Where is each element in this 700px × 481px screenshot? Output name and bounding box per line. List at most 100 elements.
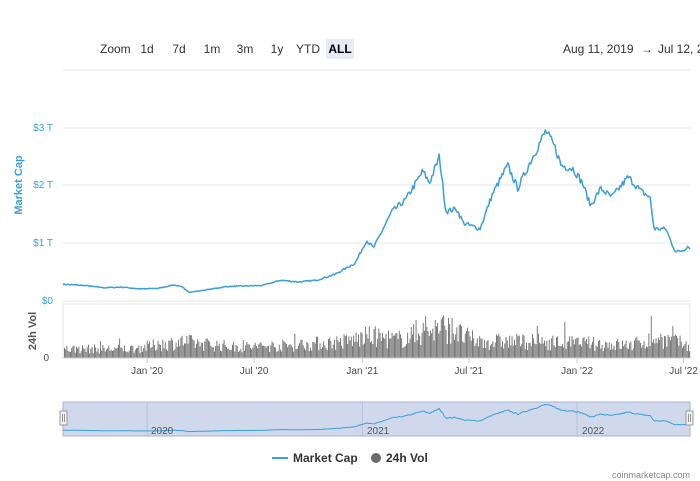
volume-bar: [656, 343, 658, 358]
volume-bar: [588, 336, 590, 358]
navigator-handle-left-grip[interactable]: [59, 410, 68, 426]
volume-bar: [608, 342, 610, 358]
volume-bar: [190, 335, 191, 358]
volume-bar: [302, 345, 304, 358]
volume-bar: [532, 333, 533, 358]
navigator-line: [62, 403, 691, 433]
volume-bar: [100, 341, 101, 358]
volume-bar: [576, 337, 578, 358]
volume-bar: [124, 345, 125, 358]
volume-bar: [167, 350, 169, 358]
volume-bar: [121, 347, 123, 358]
volume-bar: [158, 344, 160, 358]
volume-bar: [552, 335, 554, 358]
volume-bar: [468, 331, 470, 358]
volume-bar: [640, 342, 641, 358]
volume-bar: [374, 326, 376, 358]
volume-bar: [546, 340, 548, 358]
volume-bar: [226, 347, 227, 358]
market-cap-line[interactable]: [62, 129, 691, 294]
volume-bar: [380, 341, 382, 358]
range-button-7d[interactable]: 7d: [172, 42, 186, 56]
volume-bar: [364, 343, 365, 358]
volume-bar: [689, 351, 691, 358]
volume-bar: [371, 341, 373, 358]
volume-bar: [330, 340, 332, 358]
volume-bar: [210, 345, 212, 358]
volume-bar: [445, 330, 447, 358]
range-button-1y[interactable]: 1y: [270, 42, 284, 56]
legend-item-24h-vol[interactable]: 24h Vol: [371, 451, 428, 465]
volume-bar: [136, 348, 137, 358]
volume-bar: [185, 343, 187, 358]
volume-bar: [574, 344, 575, 358]
volume-bar: [178, 339, 179, 358]
volume-bar: [631, 350, 633, 358]
volume-bar: [515, 345, 517, 358]
volume-bar: [320, 349, 322, 358]
credit-link[interactable]: coinmarketcap.com: [612, 470, 690, 480]
y-axis-label: Market Cap: [13, 155, 25, 215]
range-toolbar: Zoom 1d 7d 1m 3m 1y YTD ALL Aug 11, 2019…: [0, 38, 700, 60]
date-range-to[interactable]: Jul 12, 2022: [658, 42, 700, 56]
volume-bar: [253, 344, 255, 358]
volume-bar: [490, 345, 491, 358]
volume-bar: [224, 345, 226, 358]
volume-bar: [180, 337, 182, 358]
volume-bar: [173, 350, 175, 358]
range-button-1m[interactable]: 1m: [203, 42, 221, 56]
volume-bar: [533, 338, 535, 358]
navigator-handle-right-grip[interactable]: [685, 410, 694, 426]
volume-bar: [506, 340, 508, 358]
y-tick-label-1t: $1 T: [33, 238, 53, 249]
volume-bar: [662, 348, 664, 358]
navigator-handle-left[interactable]: [59, 410, 68, 426]
volume-bar: [359, 346, 361, 358]
volume-bar: [406, 344, 407, 358]
navigator-handle-right[interactable]: [685, 410, 694, 426]
volume-bar: [71, 348, 73, 358]
volume-bar: [212, 347, 214, 358]
volume-bar: [618, 341, 620, 358]
volume-bar: [338, 342, 340, 358]
range-button-3m[interactable]: 3m: [236, 42, 254, 56]
volume-bar: [397, 339, 399, 358]
volume-bar: [523, 335, 525, 358]
volume-bar: [347, 344, 349, 358]
volume-bar: [634, 340, 635, 358]
volume-bar: [206, 338, 208, 358]
volume-bar: [289, 344, 291, 358]
volume-bar: [474, 346, 476, 358]
volume-bar: [558, 345, 560, 358]
volume-bar: [197, 339, 199, 358]
volume-bar: [64, 347, 65, 358]
volume-bar: [130, 346, 131, 358]
volume-bar: [450, 343, 452, 358]
volume-bar: [232, 344, 233, 358]
range-button-ytd[interactable]: YTD: [296, 42, 320, 56]
range-button-all[interactable]: ALL: [326, 39, 354, 59]
volume-bar: [343, 334, 345, 358]
volume-bar: [503, 348, 505, 358]
volume-bar: [616, 341, 617, 358]
volume-bar: [508, 347, 509, 358]
x-tick-label: Jul '21: [455, 366, 484, 377]
volume-bar: [442, 317, 443, 358]
volume-bar: [312, 342, 314, 358]
volume-bar: [455, 334, 457, 358]
range-button-1d[interactable]: 1d: [140, 42, 154, 56]
volume-bar: [612, 349, 614, 358]
volume-bar: [480, 338, 482, 358]
volume-bar: [472, 330, 473, 358]
legend-item-market-cap[interactable]: Market Cap: [272, 451, 358, 465]
date-range-from[interactable]: Aug 11, 2019: [563, 42, 634, 56]
volume-bar: [97, 348, 99, 358]
volume-bar: [488, 349, 490, 358]
volume-bar: [268, 345, 269, 358]
volume-bar: [684, 344, 686, 358]
volume-bar: [541, 337, 543, 358]
volume-bar: [368, 326, 370, 358]
volume-bar: [575, 339, 577, 358]
volume-bar: [142, 351, 143, 358]
volume-bar: [570, 346, 572, 358]
